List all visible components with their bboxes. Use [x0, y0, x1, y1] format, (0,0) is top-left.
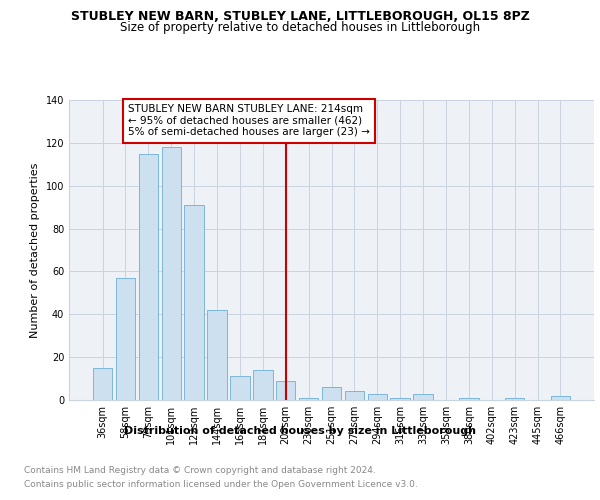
- Bar: [139, 154, 158, 400]
- Bar: [253, 370, 272, 400]
- Bar: [208, 310, 227, 400]
- Text: STUBLEY NEW BARN STUBLEY LANE: 214sqm
← 95% of detached houses are smaller (462): STUBLEY NEW BARN STUBLEY LANE: 214sqm ← …: [128, 104, 370, 138]
- Bar: [93, 368, 112, 400]
- Text: Contains public sector information licensed under the Open Government Licence v3: Contains public sector information licen…: [24, 480, 418, 489]
- Bar: [116, 278, 135, 400]
- Text: Size of property relative to detached houses in Littleborough: Size of property relative to detached ho…: [120, 21, 480, 34]
- Text: STUBLEY NEW BARN, STUBLEY LANE, LITTLEBOROUGH, OL15 8PZ: STUBLEY NEW BARN, STUBLEY LANE, LITTLEBO…: [71, 10, 529, 23]
- Bar: [368, 394, 387, 400]
- Y-axis label: Number of detached properties: Number of detached properties: [30, 162, 40, 338]
- Bar: [551, 396, 570, 400]
- Bar: [391, 398, 410, 400]
- Text: Distribution of detached houses by size in Littleborough: Distribution of detached houses by size …: [124, 426, 476, 436]
- Bar: [184, 205, 204, 400]
- Bar: [299, 398, 319, 400]
- Bar: [322, 387, 341, 400]
- Bar: [459, 398, 479, 400]
- Bar: [276, 380, 295, 400]
- Text: Contains HM Land Registry data © Crown copyright and database right 2024.: Contains HM Land Registry data © Crown c…: [24, 466, 376, 475]
- Bar: [505, 398, 524, 400]
- Bar: [413, 394, 433, 400]
- Bar: [344, 392, 364, 400]
- Bar: [161, 147, 181, 400]
- Bar: [230, 376, 250, 400]
